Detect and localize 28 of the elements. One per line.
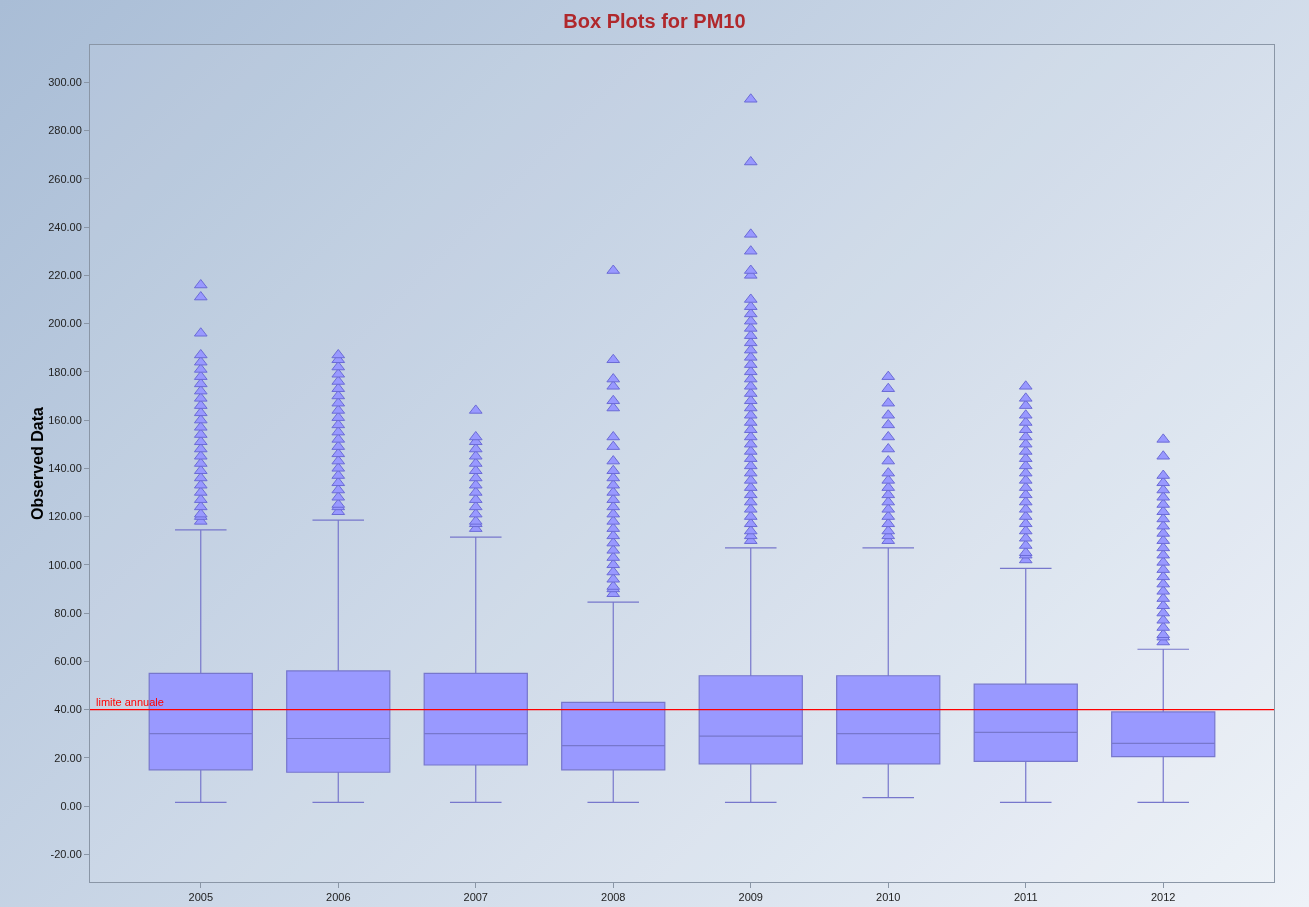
- x-tick-label: 2005: [188, 891, 213, 904]
- y-tick-label: 240.00: [48, 220, 82, 233]
- x-tick-label: 2006: [326, 891, 351, 904]
- x-tick-label: 2008: [601, 891, 626, 904]
- x-tick-label: 2012: [1151, 891, 1176, 904]
- y-tick-label: 260.00: [48, 172, 82, 185]
- y-tick-label: 100.00: [48, 558, 82, 571]
- x-tick-label: 2010: [876, 891, 901, 904]
- y-tick-label: 20.00: [54, 751, 82, 764]
- y-tick-label: 60.00: [54, 655, 82, 668]
- y-tick-label: 280.00: [48, 124, 82, 137]
- y-axis-title: Observed Data: [29, 406, 47, 520]
- y-tick-label: 200.00: [48, 317, 82, 330]
- y-tick-label: 40.00: [54, 703, 82, 716]
- ref-line-label: limite annuale: [96, 696, 164, 708]
- x-tick-label: 2009: [738, 891, 763, 904]
- y-tick-label: 220.00: [48, 269, 82, 282]
- x-tick-label: 2011: [1013, 891, 1038, 904]
- y-tick-label: 140.00: [48, 462, 82, 475]
- y-tick-label: 120.00: [48, 510, 82, 523]
- y-tick-label: 0.00: [60, 799, 82, 812]
- chart-title: Box Plots for PM10: [563, 9, 746, 32]
- y-tick-label: 160.00: [48, 413, 82, 426]
- x-tick-label: 2007: [463, 891, 488, 904]
- y-tick-label: -20.00: [50, 848, 82, 861]
- y-tick-label: 300.00: [48, 76, 82, 89]
- y-tick-label: 80.00: [54, 606, 82, 619]
- y-tick-label: 180.00: [48, 365, 82, 378]
